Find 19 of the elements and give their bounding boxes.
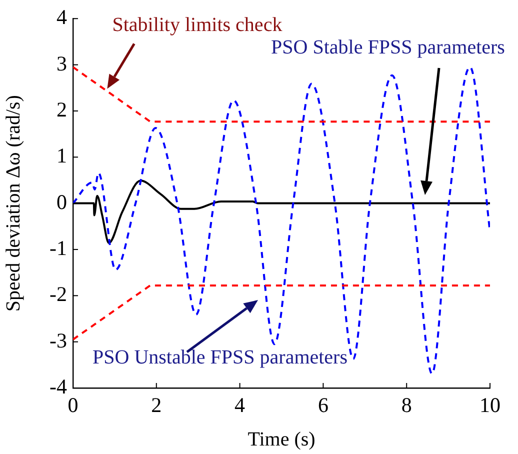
y-tick-label: -4 xyxy=(50,374,68,399)
annotation: PSO Stable FPSS parameters xyxy=(271,36,506,58)
y-tick-label: 0 xyxy=(56,190,67,214)
annotation: Stability limits check xyxy=(112,14,282,36)
x-tick-label: 4 xyxy=(234,393,246,418)
y-tick-label: -1 xyxy=(50,236,67,260)
y-tick-label: -2 xyxy=(50,282,67,306)
y-tick-label: 1 xyxy=(56,144,67,168)
y-tick-label: 2 xyxy=(56,97,67,122)
x-tick-label: 2 xyxy=(151,393,162,418)
y-tick-label: -3 xyxy=(50,328,67,352)
x-axis-title: Time (s) xyxy=(248,428,316,450)
y-axis-title: Speed deviation Δω (rad/s) xyxy=(2,95,24,312)
x-tick-label: 8 xyxy=(401,393,412,418)
y-tick-label: 3 xyxy=(56,51,67,76)
x-tick-label: 6 xyxy=(318,393,328,418)
x-tick-label: 10 xyxy=(480,393,500,418)
y-tick-label: 4 xyxy=(56,5,68,30)
annotation: PSO Unstable FPSS parameters xyxy=(92,346,348,368)
